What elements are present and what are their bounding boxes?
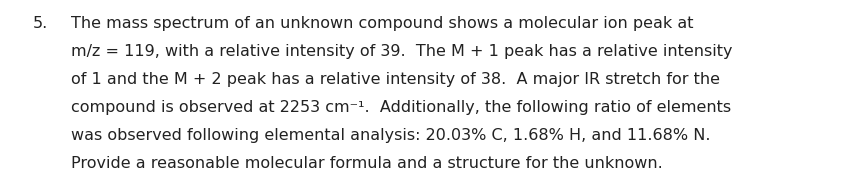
Text: Provide a reasonable molecular formula and a structure for the unknown.: Provide a reasonable molecular formula a… <box>71 156 663 171</box>
Text: 5.: 5. <box>33 16 48 31</box>
Text: of 1 and the M + 2 peak has a relative intensity of 38.  A major IR stretch for : of 1 and the M + 2 peak has a relative i… <box>71 72 720 87</box>
Text: was observed following elemental analysis: 20.03% C, 1.68% H, and 11.68% N.: was observed following elemental analysi… <box>71 128 710 143</box>
Text: m/z = 119, with a relative intensity of 39.  The M + 1 peak has a relative inten: m/z = 119, with a relative intensity of … <box>71 44 733 59</box>
Text: compound is observed at 2253 cm⁻¹.  Additionally, the following ratio of element: compound is observed at 2253 cm⁻¹. Addit… <box>71 100 731 115</box>
Text: The mass spectrum of an unknown compound shows a molecular ion peak at: The mass spectrum of an unknown compound… <box>71 16 693 31</box>
